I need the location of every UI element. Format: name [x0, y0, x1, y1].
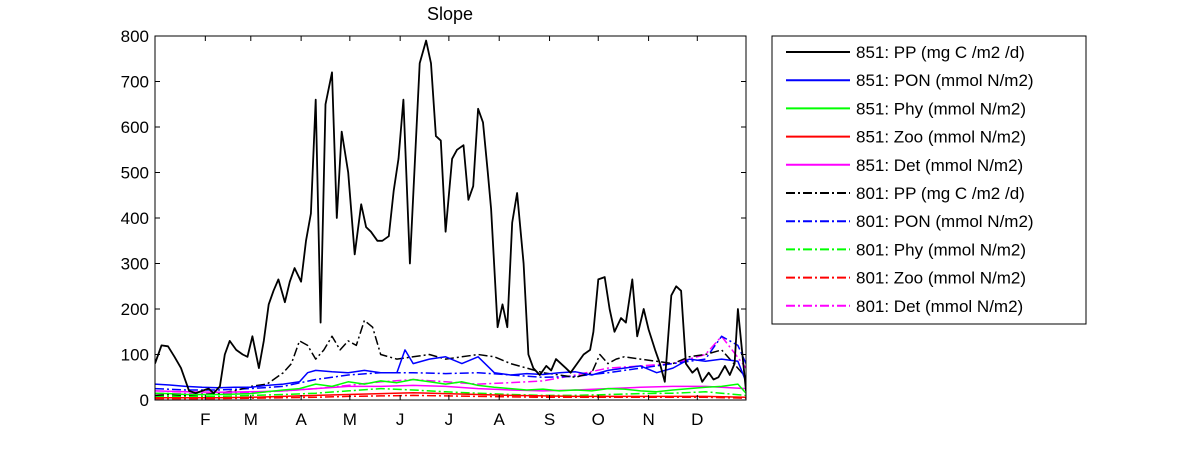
y-tick-label: 100: [121, 346, 149, 365]
legend-label-1: 851: PON (mmol N/m2): [856, 71, 1034, 90]
x-tick-label: O: [592, 410, 605, 429]
legend-label-9: 801: Det (mmol N/m2): [856, 297, 1023, 316]
x-tick-label: S: [544, 410, 555, 429]
x-tick-label: N: [642, 410, 654, 429]
series-line-2: [155, 378, 746, 396]
series-line-0: [155, 39, 746, 395]
series-line-8: [155, 394, 746, 400]
legend-label-0: 851: PP (mg C /m2 /d): [856, 43, 1025, 62]
series-line-5: [155, 319, 746, 397]
plot-area: 0 100 200 300 400 500 600 700 800 F M A M J J A S O N D: [121, 27, 747, 429]
y-tick-label: 0: [140, 391, 149, 410]
x-tick-label: A: [494, 410, 506, 429]
series-line-9: [155, 335, 746, 395]
y-tick-label: 600: [121, 118, 149, 137]
series-line-1: [155, 349, 746, 389]
legend: 851: PP (mg C /m2 /d) 851: PON (mmol N/m2…: [771, 35, 1087, 325]
series-line-6: [155, 335, 746, 391]
x-tick-label: M: [343, 410, 357, 429]
legend-label-2: 851: Phy (mmol N/m2): [856, 99, 1026, 118]
y-tick-label: 300: [121, 255, 149, 274]
series-line-7: [155, 387, 746, 398]
legend-label-7: 801: Phy (mmol N/m2): [856, 240, 1026, 259]
legend-box: [771, 35, 1087, 325]
y-tick-label: 800: [121, 27, 149, 46]
legend-label-8: 801: Zoo (mmol N/m2): [856, 269, 1026, 288]
legend-label-5: 801: PP (mg C /m2 /d): [856, 184, 1025, 203]
x-tick-label: J: [396, 410, 405, 429]
x-tick-label: A: [295, 410, 307, 429]
y-tick-label: 400: [121, 209, 149, 228]
series-line-4: [155, 384, 746, 394]
x-tick-label: M: [244, 410, 258, 429]
plot-frame: [154, 35, 747, 401]
legend-label-6: 801: PON (mmol N/m2): [856, 212, 1034, 231]
series-layer: [155, 39, 746, 400]
legend-label-4: 851: Det (mmol N/m2): [856, 156, 1023, 175]
y-tick-label: 700: [121, 73, 149, 92]
x-tick-label: F: [200, 410, 210, 429]
y-axis: 0 100 200 300 400 500 600 700 800: [121, 27, 746, 410]
chart-title: Slope: [427, 4, 473, 24]
x-tick-label: D: [691, 410, 703, 429]
legend-label-3: 851: Zoo (mmol N/m2): [856, 128, 1026, 147]
y-tick-label: 500: [121, 164, 149, 183]
x-tick-label: J: [445, 410, 454, 429]
y-tick-label: 200: [121, 300, 149, 319]
